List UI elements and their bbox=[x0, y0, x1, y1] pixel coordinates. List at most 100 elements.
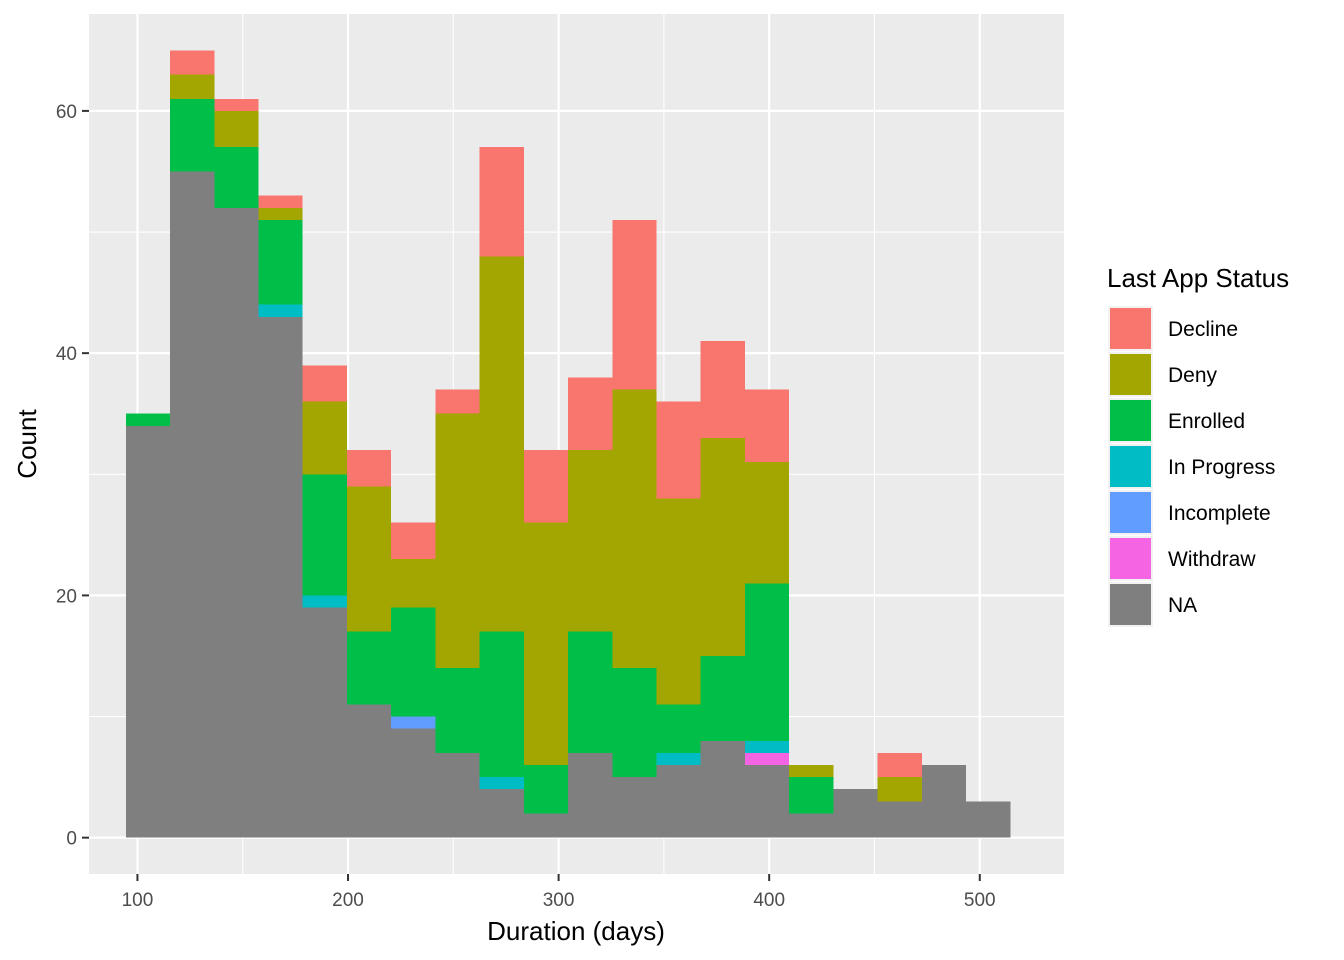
legend-label: In Progress bbox=[1168, 456, 1275, 479]
bar-segment-deny bbox=[568, 450, 613, 632]
bar-segment-na bbox=[214, 207, 259, 838]
bar-segment-deny bbox=[214, 110, 259, 148]
bar-segment-na bbox=[391, 728, 436, 838]
bar-segment-enrolled bbox=[612, 668, 657, 778]
y-tick-label: 0 bbox=[66, 829, 77, 850]
bar-segment-decline bbox=[523, 450, 569, 523]
bar-segment-deny bbox=[258, 207, 303, 220]
bar-segment-na bbox=[656, 764, 701, 838]
bar-segment-decline bbox=[214, 98, 259, 111]
bar-segment-na bbox=[258, 316, 303, 838]
bar-segment-deny bbox=[656, 498, 701, 705]
bar-segment-na bbox=[612, 777, 657, 838]
bar-segment-decline bbox=[302, 365, 347, 402]
bar-segment-na bbox=[877, 801, 922, 838]
bar-segment-enrolled bbox=[258, 219, 303, 305]
x-tick-label: 200 bbox=[332, 890, 364, 911]
bar-segment-na bbox=[921, 764, 967, 838]
bar-segment-enrolled bbox=[656, 704, 701, 753]
bar-segment-deny bbox=[435, 413, 480, 669]
bar-segment-enrolled bbox=[302, 474, 347, 596]
bar-segment-na bbox=[346, 704, 392, 838]
bar-segment-decline bbox=[346, 450, 392, 487]
bar-segment-decline bbox=[391, 522, 436, 560]
bar-segment-na bbox=[833, 789, 878, 838]
y-axis-title: Count bbox=[12, 409, 42, 479]
bar-segment-decline bbox=[568, 377, 613, 451]
bar-segment-na bbox=[744, 764, 790, 838]
bar-segment-deny bbox=[479, 256, 524, 632]
bar-segment-in-progress bbox=[302, 595, 347, 608]
bar-segment-enrolled bbox=[125, 413, 171, 426]
legend-label: Deny bbox=[1168, 364, 1218, 387]
bar-segment-enrolled bbox=[523, 764, 569, 814]
legend-item-withdraw: Withdraw bbox=[1108, 536, 1256, 581]
bar-segment-decline bbox=[656, 401, 701, 499]
bar-segment-deny bbox=[700, 437, 745, 656]
legend-swatch bbox=[1110, 354, 1151, 395]
legend-item-in-progress: In Progress bbox=[1108, 444, 1275, 489]
bar-segment-deny bbox=[346, 486, 392, 632]
bar-segment-deny bbox=[523, 522, 569, 765]
bar-segment-enrolled bbox=[435, 668, 480, 753]
legend-label: NA bbox=[1168, 594, 1197, 617]
legend-item-na: NA bbox=[1108, 582, 1197, 627]
bar-segment-decline bbox=[479, 147, 524, 257]
bar-segment-deny bbox=[789, 764, 834, 778]
bar-segment-deny bbox=[744, 462, 790, 584]
bar-segment-in-progress bbox=[656, 752, 701, 765]
bar-segment-na bbox=[700, 740, 745, 838]
legend: Last App Status Decline Deny Enrolled In Pr… bbox=[1107, 263, 1289, 627]
legend-swatch bbox=[1110, 538, 1151, 579]
y-tick-label: 20 bbox=[56, 586, 77, 607]
bar-segment-decline bbox=[612, 219, 657, 390]
x-tick-label: 300 bbox=[543, 890, 575, 911]
x-tick-label: 400 bbox=[753, 890, 785, 911]
legend-swatch bbox=[1110, 492, 1151, 533]
bar-segment-in-progress bbox=[744, 740, 790, 753]
y-axis: 0 20 40 60 bbox=[56, 102, 89, 850]
bar-segment-decline bbox=[258, 195, 303, 208]
x-axis-title: Duration (days) bbox=[487, 916, 665, 946]
bar-segment-decline bbox=[170, 50, 215, 75]
bar-segment-decline bbox=[744, 389, 790, 463]
bar-segment-in-progress bbox=[479, 777, 524, 790]
bar-segment-deny bbox=[302, 401, 347, 475]
legend-item-incomplete: Incomplete bbox=[1108, 490, 1271, 535]
bar-segment-na bbox=[523, 813, 569, 838]
bar-segment-enrolled bbox=[346, 631, 392, 705]
bar-segment-deny bbox=[391, 559, 436, 608]
y-tick-label: 60 bbox=[56, 102, 77, 123]
bar-segment-na bbox=[435, 752, 480, 838]
x-tick-label: 500 bbox=[964, 890, 996, 911]
legend-item-enrolled: Enrolled bbox=[1108, 398, 1245, 443]
bar-segment-na bbox=[966, 801, 1011, 838]
bar-segment-decline bbox=[700, 341, 745, 438]
bar-segment-deny bbox=[170, 74, 215, 99]
legend-label: Enrolled bbox=[1168, 410, 1245, 433]
bar-segment-na bbox=[479, 789, 524, 838]
bar-segment-decline bbox=[435, 389, 480, 414]
bar-segment-in-progress bbox=[258, 304, 303, 317]
legend-swatch bbox=[1110, 400, 1151, 441]
legend-swatch bbox=[1110, 446, 1151, 487]
bar-segment-enrolled bbox=[479, 631, 524, 778]
bar-segment-na bbox=[302, 607, 347, 838]
bar-segment-enrolled bbox=[789, 777, 834, 814]
bar-segment-incomplete bbox=[391, 716, 436, 729]
legend-items: Decline Deny Enrolled In Progress Incomplete… bbox=[1108, 306, 1275, 627]
y-tick-label: 40 bbox=[56, 344, 77, 365]
bar-segment-withdraw bbox=[744, 752, 790, 765]
bar-segment-enrolled bbox=[170, 98, 215, 172]
legend-label: Incomplete bbox=[1168, 502, 1271, 525]
legend-swatch bbox=[1110, 308, 1151, 349]
bar-segment-enrolled bbox=[744, 583, 790, 741]
bar-segment-deny bbox=[877, 777, 922, 802]
bar-segment-enrolled bbox=[700, 655, 745, 741]
bar-segment-na bbox=[789, 813, 834, 838]
bar-segment-enrolled bbox=[214, 147, 259, 208]
x-tick-label: 100 bbox=[122, 890, 154, 911]
bar-segment-deny bbox=[612, 389, 657, 669]
